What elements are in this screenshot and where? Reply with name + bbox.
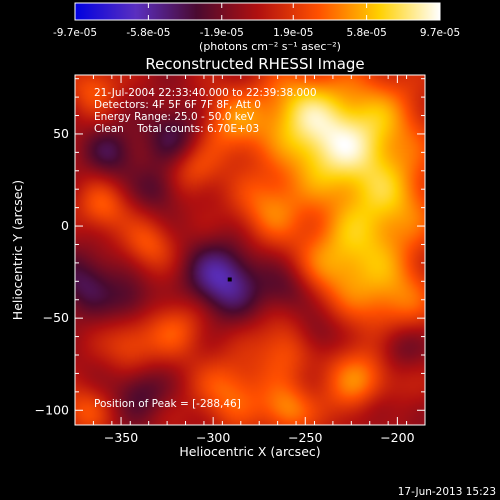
- colorbar: [74, 2, 441, 21]
- annotation-energy-range: Energy Range: 25.0 - 50.0 keV: [94, 111, 255, 123]
- colorbar-tick-label: 9.7e-05: [420, 27, 460, 39]
- y-axis-label: Heliocentric Y (arcsec): [10, 180, 25, 320]
- colorbar-tick-label: 5.8e-05: [346, 27, 386, 39]
- y-tick-label: 50: [53, 126, 69, 141]
- plot-frame: [74, 74, 426, 426]
- chart-title: Reconstructed RHESSI Image: [145, 55, 364, 73]
- x-tick-label: −350: [104, 430, 138, 445]
- heatmap-image: [75, 75, 425, 425]
- x-tick-label: −200: [380, 430, 414, 445]
- colorbar-tick-label: -5.8e-05: [126, 27, 170, 39]
- annotation-clean-counts: Clean Total counts: 6.70E+03: [94, 123, 259, 135]
- x-tick-label: −250: [288, 430, 322, 445]
- axis-ticks: −350 −300 −250 −200 −100 −50 0 50: [35, 75, 426, 445]
- colorbar-tick-label: 1.9e-05: [273, 27, 313, 39]
- y-tick-label: 0: [61, 218, 69, 233]
- footer-timestamp: 17-Jun-2013 15:23: [398, 486, 496, 498]
- colorbar-ticks: -9.7e-05 -5.8e-05 -1.9e-05 1.9e-05 5.8e-05 9.…: [53, 3, 460, 39]
- annotation-time-range: 21-Jul-2004 22:33:40.000 to 22:39:38.000: [94, 87, 317, 99]
- marker-point: [227, 277, 232, 282]
- y-tick-label: −50: [43, 310, 69, 325]
- colorbar-tick-label: -1.9e-05: [200, 27, 244, 39]
- colorbar-units-label: (photons cm⁻² s⁻¹ asec⁻²): [199, 40, 341, 53]
- y-tick-label: −100: [35, 402, 69, 417]
- x-axis-label: Heliocentric X (arcsec): [179, 444, 320, 459]
- x-tick-label: −300: [196, 430, 230, 445]
- annotation-peak: Position of Peak = [-288,46]: [94, 398, 241, 410]
- colorbar-tick-label: -9.7e-05: [53, 27, 97, 39]
- annotation-detectors: Detectors: 4F 5F 6F 7F 8F, Att 0: [94, 99, 261, 111]
